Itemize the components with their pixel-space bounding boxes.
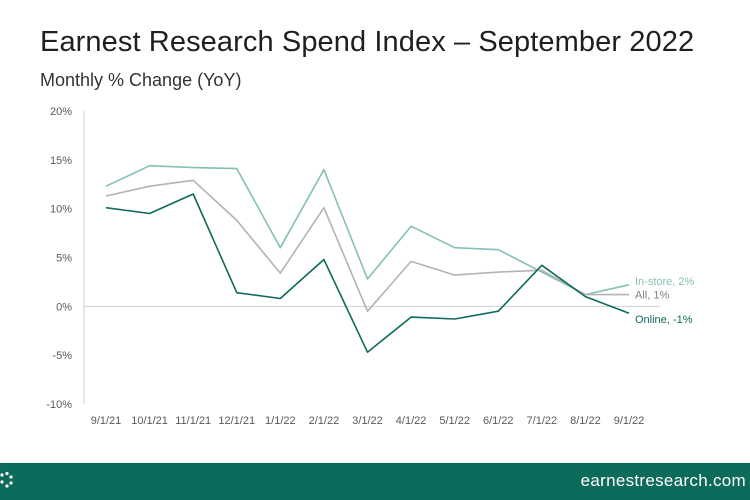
x-tick-label: 7/1/22 [527,415,558,427]
y-tick-label: -10% [46,399,72,411]
series-label-online: Online, -1% [635,314,693,326]
x-tick-label: 9/1/21 [91,415,122,427]
chart-series [105,164,630,354]
y-tick-label: 20% [50,106,72,118]
x-tick-label: 5/1/22 [439,415,470,427]
x-tick-label: 6/1/22 [483,415,514,427]
x-tick-label: 4/1/22 [396,415,427,427]
series-line-in-store [105,164,630,296]
x-tick-label: 10/1/21 [131,415,168,427]
chart-title: Earnest Research Spend Index – September… [40,26,695,58]
x-tick-label: 1/1/22 [265,415,296,427]
x-tick-label: 9/1/22 [614,415,645,427]
chart-axes: -10% -5% 0% 5% 10% 15% 20% 9/1/21 10/1/21 11/1/21… [46,106,660,427]
x-tick-label: 11/1/21 [175,415,211,427]
x-tick-label: 8/1/22 [570,415,601,427]
series-label-all: All, 1% [635,290,669,302]
y-tick-label: 0% [56,301,72,313]
y-tick-label: 15% [50,155,72,167]
series-line-all [105,179,629,313]
x-tick-label: 2/1/22 [309,415,340,427]
footer-bar: earnestresearch.com [0,463,750,500]
chart-subtitle: Monthly % Change (YoY) [40,70,242,90]
x-tick-label: 12/1/21 [218,415,255,427]
series-line-online [105,193,630,354]
y-tick-label: 10% [50,204,72,216]
y-tick-label: 5% [56,253,72,265]
chart-labels: In-store, 2% All, 1% Online, -1% [635,276,695,326]
x-tick-label: 3/1/22 [352,415,383,427]
series-label-in-store: In-store, 2% [635,276,695,288]
footer-website[interactable]: earnestresearch.com [580,471,746,490]
y-tick-label: -5% [52,350,72,362]
line-chart: -10% -5% 0% 5% 10% 15% 20% 9/1/21 10/1/21 11/1/21… [46,106,695,427]
earnest-logo-icon [0,471,16,496]
